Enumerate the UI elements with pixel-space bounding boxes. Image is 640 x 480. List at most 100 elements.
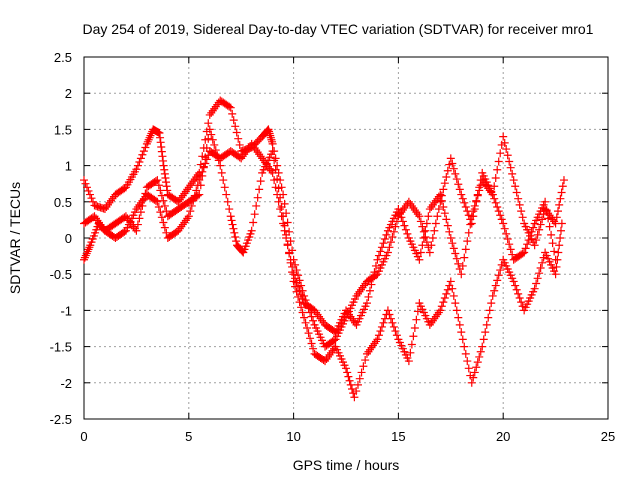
x-tick-label: 5 (185, 429, 192, 444)
track-c-point (464, 228, 473, 237)
track-c-point (279, 219, 288, 228)
track-a-point (499, 132, 508, 141)
track-a-point (555, 200, 564, 209)
track-c-point (446, 234, 455, 242)
track-a-point (132, 165, 141, 174)
track-b-point (457, 328, 466, 337)
y-axis-label: SDTVAR / TECUs (7, 182, 23, 294)
track-b-point (440, 293, 449, 302)
track-b-point (256, 177, 265, 186)
track-b-point (217, 168, 226, 177)
track-c-point (442, 215, 451, 224)
track-b-point (304, 329, 313, 338)
track-c-point (198, 167, 207, 176)
track-c-point (120, 227, 129, 236)
track-c-point (521, 244, 530, 253)
track-b-point (135, 214, 144, 223)
track-b-point (345, 376, 354, 385)
track-a-point (309, 316, 318, 325)
track-c-point (550, 247, 559, 256)
track-a-point (433, 212, 442, 221)
track-b-point (409, 332, 418, 341)
track-c-point (436, 190, 445, 199)
track-c-point (472, 196, 481, 205)
track-c-point (547, 230, 556, 239)
track-a-point (455, 185, 464, 194)
track-a-point (439, 185, 448, 194)
track-c-point (449, 244, 458, 253)
track-c-point (548, 239, 557, 248)
track-b-point (481, 328, 490, 337)
y-tick-label: -2 (60, 376, 72, 391)
track-c-point (545, 222, 554, 231)
track-c-point (439, 202, 448, 211)
track-a-point (389, 227, 398, 236)
track-c-point (159, 218, 168, 227)
track-a-point (133, 161, 142, 170)
track-c-point (524, 236, 533, 245)
track-b-point (350, 393, 359, 402)
track-a-point (386, 238, 395, 247)
track-a-point (385, 243, 394, 252)
track-a-point (500, 138, 509, 147)
track-b-point (228, 220, 237, 229)
track-b-point (406, 348, 415, 357)
track-b-point (538, 258, 547, 267)
track-b-point (157, 191, 166, 200)
track-c-point (397, 213, 406, 222)
track-b-point (154, 181, 163, 190)
track-b-point (436, 306, 445, 315)
track-c-point (494, 207, 503, 216)
x-axis-label: GPS time / hours (293, 457, 400, 473)
x-tick-label: 10 (286, 429, 300, 444)
track-b-point (448, 284, 457, 293)
track-a-point (84, 186, 93, 195)
track-b-point (303, 323, 312, 332)
track-a-point (232, 128, 241, 137)
track-c-point (421, 226, 430, 235)
track-b-point (347, 385, 356, 394)
track-b-point (297, 303, 306, 312)
track-b-point (391, 327, 400, 336)
track-b-point (478, 342, 487, 351)
track-c-point (280, 226, 289, 235)
track-a-point (418, 222, 427, 231)
track-c-point (398, 217, 407, 226)
track-c-point (193, 181, 202, 190)
track-a-point (431, 219, 440, 228)
track-a-point (138, 150, 147, 159)
track-b-point (482, 320, 491, 329)
track-b-point (439, 298, 448, 307)
track-b-point (514, 289, 523, 298)
track-a-point (383, 248, 392, 257)
track-c-point (529, 223, 538, 232)
track-c-point (190, 191, 199, 200)
track-c-point (271, 183, 280, 192)
track-b-point (460, 342, 469, 351)
track-a-point (496, 149, 505, 158)
track-c-point (376, 247, 385, 256)
track-b-point (451, 299, 460, 308)
track-b-point (407, 340, 416, 349)
track-c-point (418, 241, 427, 250)
track-c-point (273, 190, 282, 199)
track-b-point (487, 299, 496, 308)
track-b-point (512, 285, 521, 294)
track-b-point (509, 277, 518, 286)
track-b-point (255, 185, 264, 194)
track-c-point (364, 292, 373, 301)
x-tick-label: 25 (601, 429, 615, 444)
track-a-point (425, 248, 434, 257)
track-c-point (473, 191, 482, 200)
track-b-point (490, 286, 499, 295)
track-c-point (291, 274, 300, 283)
track-c-point (370, 268, 379, 277)
track-b-point (359, 362, 368, 371)
track-b-point (454, 313, 463, 322)
track-a-point (307, 312, 316, 321)
track-c-point (544, 214, 553, 223)
track-c-point (374, 251, 383, 260)
track-b-point (222, 190, 231, 199)
track-c-point (500, 224, 509, 233)
track-b-point (533, 274, 542, 283)
